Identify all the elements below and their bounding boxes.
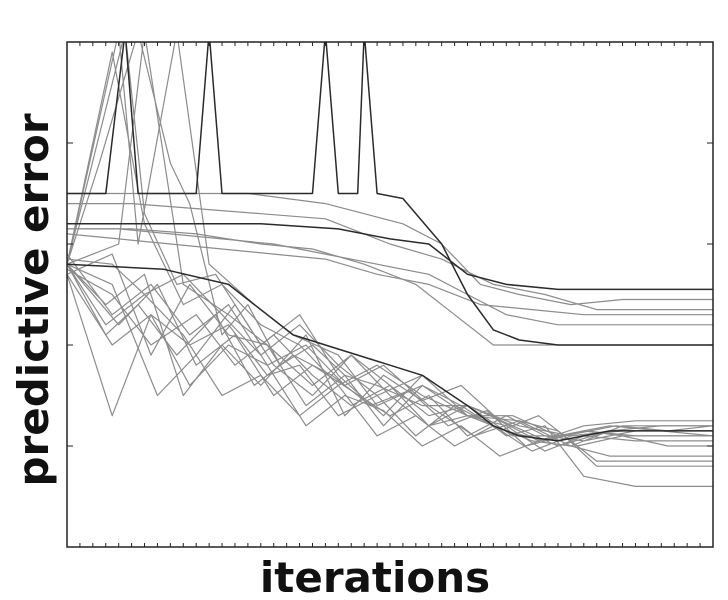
series-line-2	[67, 51, 713, 447]
series-line-1	[67, 42, 713, 437]
series-line-16	[67, 263, 713, 452]
series-line-17	[67, 192, 713, 306]
ticks	[67, 42, 713, 547]
y-axis-label: predictive error	[9, 113, 58, 486]
axes	[66, 41, 714, 548]
plot-area	[67, 42, 713, 487]
series-line-3	[67, 42, 713, 437]
series-line-5	[67, 42, 713, 437]
series-layer	[67, 42, 713, 487]
series-line-15	[67, 273, 713, 457]
highlight-series-line-2	[67, 42, 713, 346]
series-line-19	[67, 228, 713, 346]
plot-frame	[66, 41, 714, 548]
series-line-8	[67, 274, 713, 457]
series-line-20	[67, 233, 713, 316]
series-line-6	[67, 258, 713, 452]
series-line-14	[67, 263, 713, 442]
series-line-21	[67, 203, 713, 311]
x-axis-label: iterations	[260, 553, 490, 600]
series-line-12	[67, 263, 713, 442]
series-line-18	[67, 228, 713, 326]
series-line-11	[67, 253, 713, 447]
highlight-series-line-3	[67, 263, 713, 442]
highlight-series-line-1	[67, 223, 713, 291]
